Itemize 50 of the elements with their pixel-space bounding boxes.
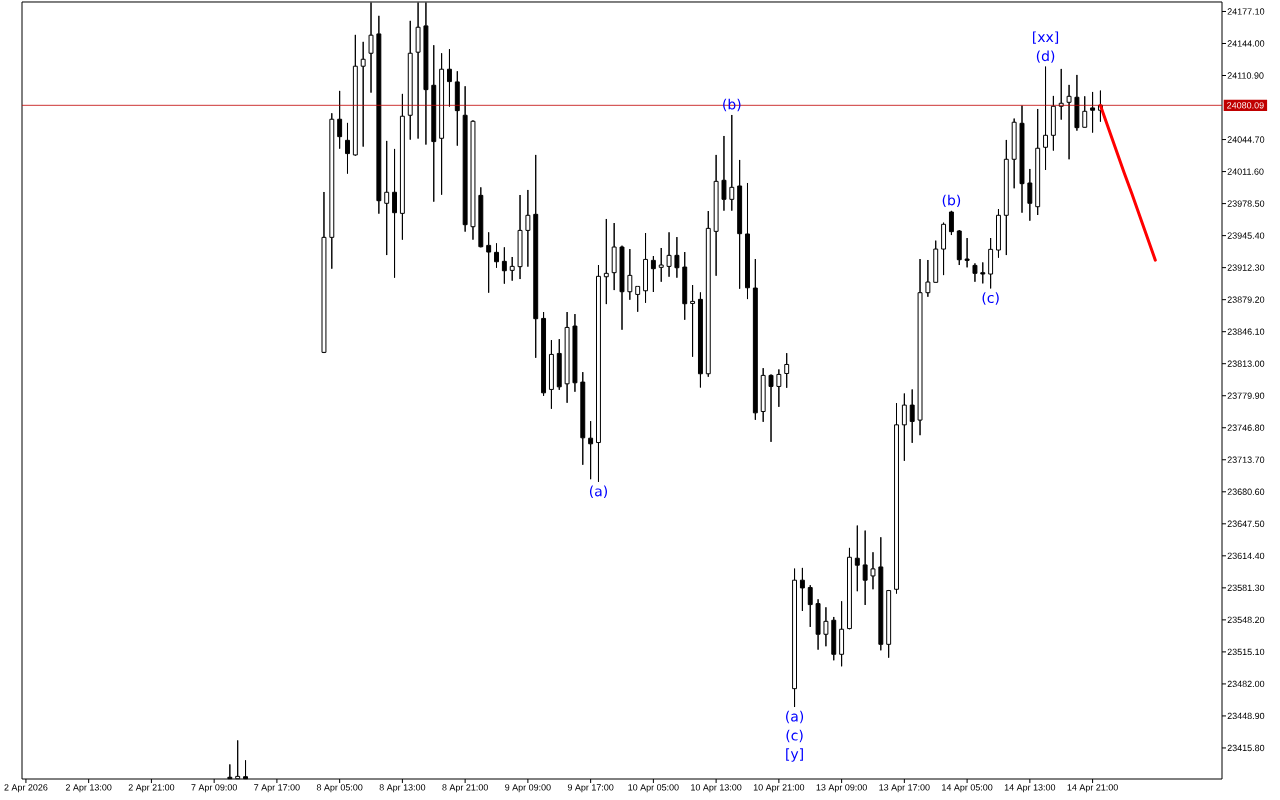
- x-tick-label: 8 Apr 21:00: [442, 784, 488, 793]
- y-tick-label: 23746.80: [1227, 424, 1265, 431]
- x-tick-label: 10 Apr 05:00: [628, 784, 679, 793]
- annotation: (d): [1036, 50, 1055, 63]
- annotation: (b): [942, 194, 961, 208]
- y-tick-label: 23482.00: [1227, 680, 1265, 688]
- ref-line-label: 24080.09: [1227, 102, 1264, 109]
- y-tick-label: 23779.90: [1227, 392, 1265, 399]
- y-tick-label: 24177.10: [1227, 8, 1265, 15]
- x-tick-label: 14 Apr 05:00: [942, 784, 993, 793]
- annotation: [xx]: [1033, 31, 1059, 44]
- x-tick-label: 10 Apr 13:00: [691, 784, 742, 793]
- y-tick-label: 23978.50: [1227, 200, 1265, 207]
- annotation: [y]: [786, 748, 803, 762]
- x-tick-label: 13 Apr 17:00: [879, 784, 930, 793]
- y-tick-label: 23415.80: [1227, 744, 1265, 752]
- x-tick-label: 14 Apr 13:00: [1004, 784, 1056, 793]
- annotation: (a): [786, 710, 804, 724]
- y-tick-label: 23879.20: [1227, 296, 1265, 303]
- x-tick-label: 2 Apr 21:00: [128, 784, 175, 793]
- x-tick-label: 9 Apr 17:00: [567, 784, 614, 793]
- y-tick-label: 23647.50: [1227, 520, 1265, 527]
- x-tick-label: 2 Apr 2026: [4, 784, 48, 793]
- y-tick-label: 24044.70: [1227, 136, 1265, 143]
- y-tick-label: 24144.00: [1227, 40, 1265, 47]
- x-tick-label: 13 Apr 09:00: [816, 784, 867, 793]
- y-tick-label: 23713.70: [1227, 456, 1265, 463]
- y-tick-label: 23813.00: [1227, 360, 1265, 367]
- x-tick-label: 10 Apr 21:00: [753, 784, 805, 793]
- y-tick-label: 24110.90: [1227, 72, 1264, 79]
- annotation: (c): [786, 729, 803, 743]
- x-tick-label: 7 Apr 17:00: [254, 784, 300, 793]
- y-tick-label: 23614.40: [1227, 552, 1265, 559]
- y-tick-label: 23515.10: [1227, 648, 1265, 656]
- x-tick-label: 2 Apr 13:00: [65, 784, 112, 793]
- annotation: (a): [589, 485, 607, 499]
- y-tick-label: 23548.20: [1227, 616, 1265, 624]
- x-tick-label: 8 Apr 13:00: [379, 784, 426, 793]
- y-tick-label: 23581.30: [1227, 584, 1265, 592]
- x-tick-label: 8 Apr 05:00: [316, 784, 363, 793]
- y-tick-label: 23680.60: [1227, 488, 1265, 495]
- y-tick-label: 23912.30: [1227, 264, 1265, 271]
- x-tick-label: 14 Apr 21:00: [1067, 784, 1118, 793]
- x-tick-label: 9 Apr 09:00: [505, 784, 551, 793]
- annotation: (c): [982, 292, 999, 305]
- x-tick-label: 7 Apr 09:00: [191, 784, 237, 793]
- y-tick-label: 23448.90: [1227, 712, 1265, 720]
- y-tick-label: 23846.10: [1227, 328, 1265, 335]
- y-tick-label: 23945.40: [1227, 232, 1265, 239]
- y-tick-label: 24011.60: [1227, 168, 1264, 175]
